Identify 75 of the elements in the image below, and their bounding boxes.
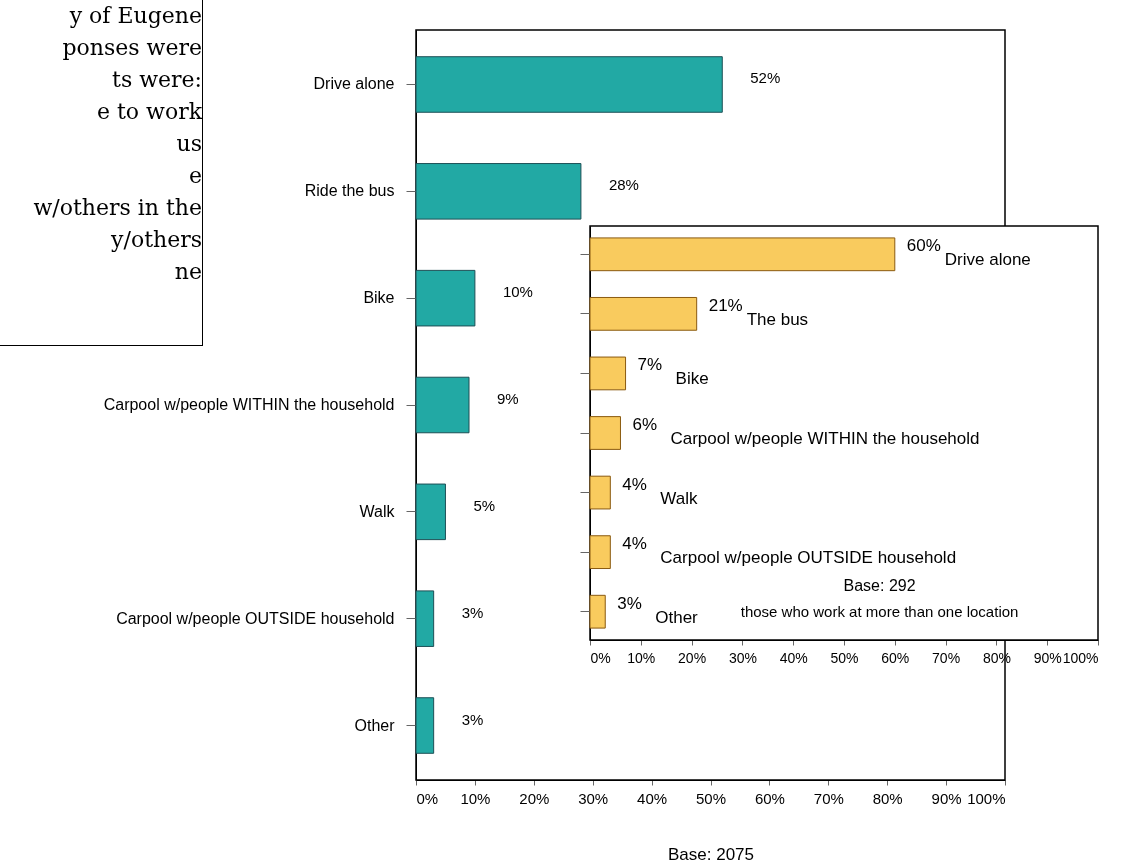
- data-label: 10%: [502, 283, 533, 301]
- x-tick-label: 100%: [967, 789, 1006, 807]
- text: ne: [173, 258, 202, 286]
- bar: [415, 376, 470, 434]
- y-tick-label: Other: [354, 716, 396, 734]
- bar: [589, 475, 611, 510]
- data-label: 21%: [708, 295, 743, 315]
- bar: [415, 269, 476, 327]
- data-label: 4%: [622, 474, 647, 494]
- annotation: those who work at more than one location: [740, 603, 1019, 620]
- y-tick-label: Ride the bus: [304, 182, 395, 200]
- x-tick-label: 60%: [881, 649, 910, 666]
- x-tick-label: 90%: [931, 789, 962, 807]
- data-label: 6%: [632, 415, 658, 434]
- annotation: Base: 292: [843, 577, 916, 594]
- data-label: 3%: [461, 603, 484, 621]
- bar: [589, 356, 627, 391]
- y-tick-label: Carpool w/people OUTSIDE household: [116, 609, 395, 627]
- bar: [415, 697, 435, 754]
- x-tick-label: 0%: [416, 789, 439, 807]
- text: e to work: [96, 98, 202, 126]
- y-tick-label: Bike: [363, 289, 395, 307]
- text: us: [175, 130, 202, 158]
- category-label: Bike: [675, 369, 709, 389]
- category-label: Carpool w/people WITHIN the household: [670, 429, 980, 448]
- text: ts were:: [111, 66, 202, 94]
- bar: [589, 296, 698, 331]
- data-label: 9%: [497, 390, 519, 407]
- x-tick-label: 10%: [627, 649, 656, 666]
- bar: [415, 483, 446, 541]
- x-tick-label: 30%: [728, 649, 757, 666]
- text: w/others in the: [32, 194, 202, 222]
- data-label: 52%: [750, 69, 781, 87]
- x-tick-label: 70%: [813, 789, 844, 807]
- bar: [589, 535, 611, 570]
- data-label: 4%: [622, 534, 647, 554]
- data-label: 7%: [637, 355, 663, 375]
- x-tick-label: 90%: [1033, 649, 1062, 666]
- x-tick-label: 50%: [830, 649, 859, 666]
- x-tick-label: 40%: [637, 789, 668, 807]
- bar: [415, 56, 723, 113]
- x-tick-label: 10%: [460, 789, 491, 807]
- x-tick-label: 20%: [678, 649, 707, 666]
- data-label: 3%: [461, 710, 484, 728]
- data-label: 5%: [473, 496, 496, 514]
- x-axis-title: Base: 2075: [667, 844, 755, 863]
- data-label: 28%: [608, 176, 639, 194]
- category-label: Other: [655, 607, 698, 627]
- bar: [415, 590, 435, 647]
- x-tick-label: 60%: [754, 789, 785, 807]
- category-label: Carpool w/people OUTSIDE household: [660, 548, 957, 568]
- bar: [589, 594, 606, 629]
- text: y of Eugene: [68, 2, 202, 30]
- x-tick-label: 70%: [932, 649, 961, 666]
- x-tick-label: 0%: [590, 649, 611, 666]
- text: y/others: [110, 226, 202, 254]
- data-label: 3%: [617, 593, 642, 613]
- x-tick-label: 80%: [872, 789, 903, 807]
- category-label: The bus: [746, 309, 809, 329]
- y-tick-label: Carpool w/people WITHIN the household: [103, 396, 395, 413]
- y-tick-label: Walk: [359, 502, 396, 520]
- bar: [415, 163, 582, 220]
- category-label: Walk: [660, 488, 698, 508]
- category-label: Drive alone: [944, 250, 1031, 270]
- x-tick-label: 20%: [519, 789, 550, 807]
- text: e: [187, 162, 202, 190]
- x-tick-label: 40%: [779, 649, 808, 666]
- bar: [589, 416, 621, 450]
- x-tick-label: 100%: [1062, 649, 1099, 666]
- x-tick-label: 30%: [578, 789, 609, 807]
- y-tick-label: Drive alone: [313, 75, 395, 93]
- text: ponses were: [61, 34, 202, 62]
- data-label: 60%: [906, 236, 941, 256]
- bar: [589, 237, 896, 272]
- x-tick-label: 50%: [695, 789, 727, 807]
